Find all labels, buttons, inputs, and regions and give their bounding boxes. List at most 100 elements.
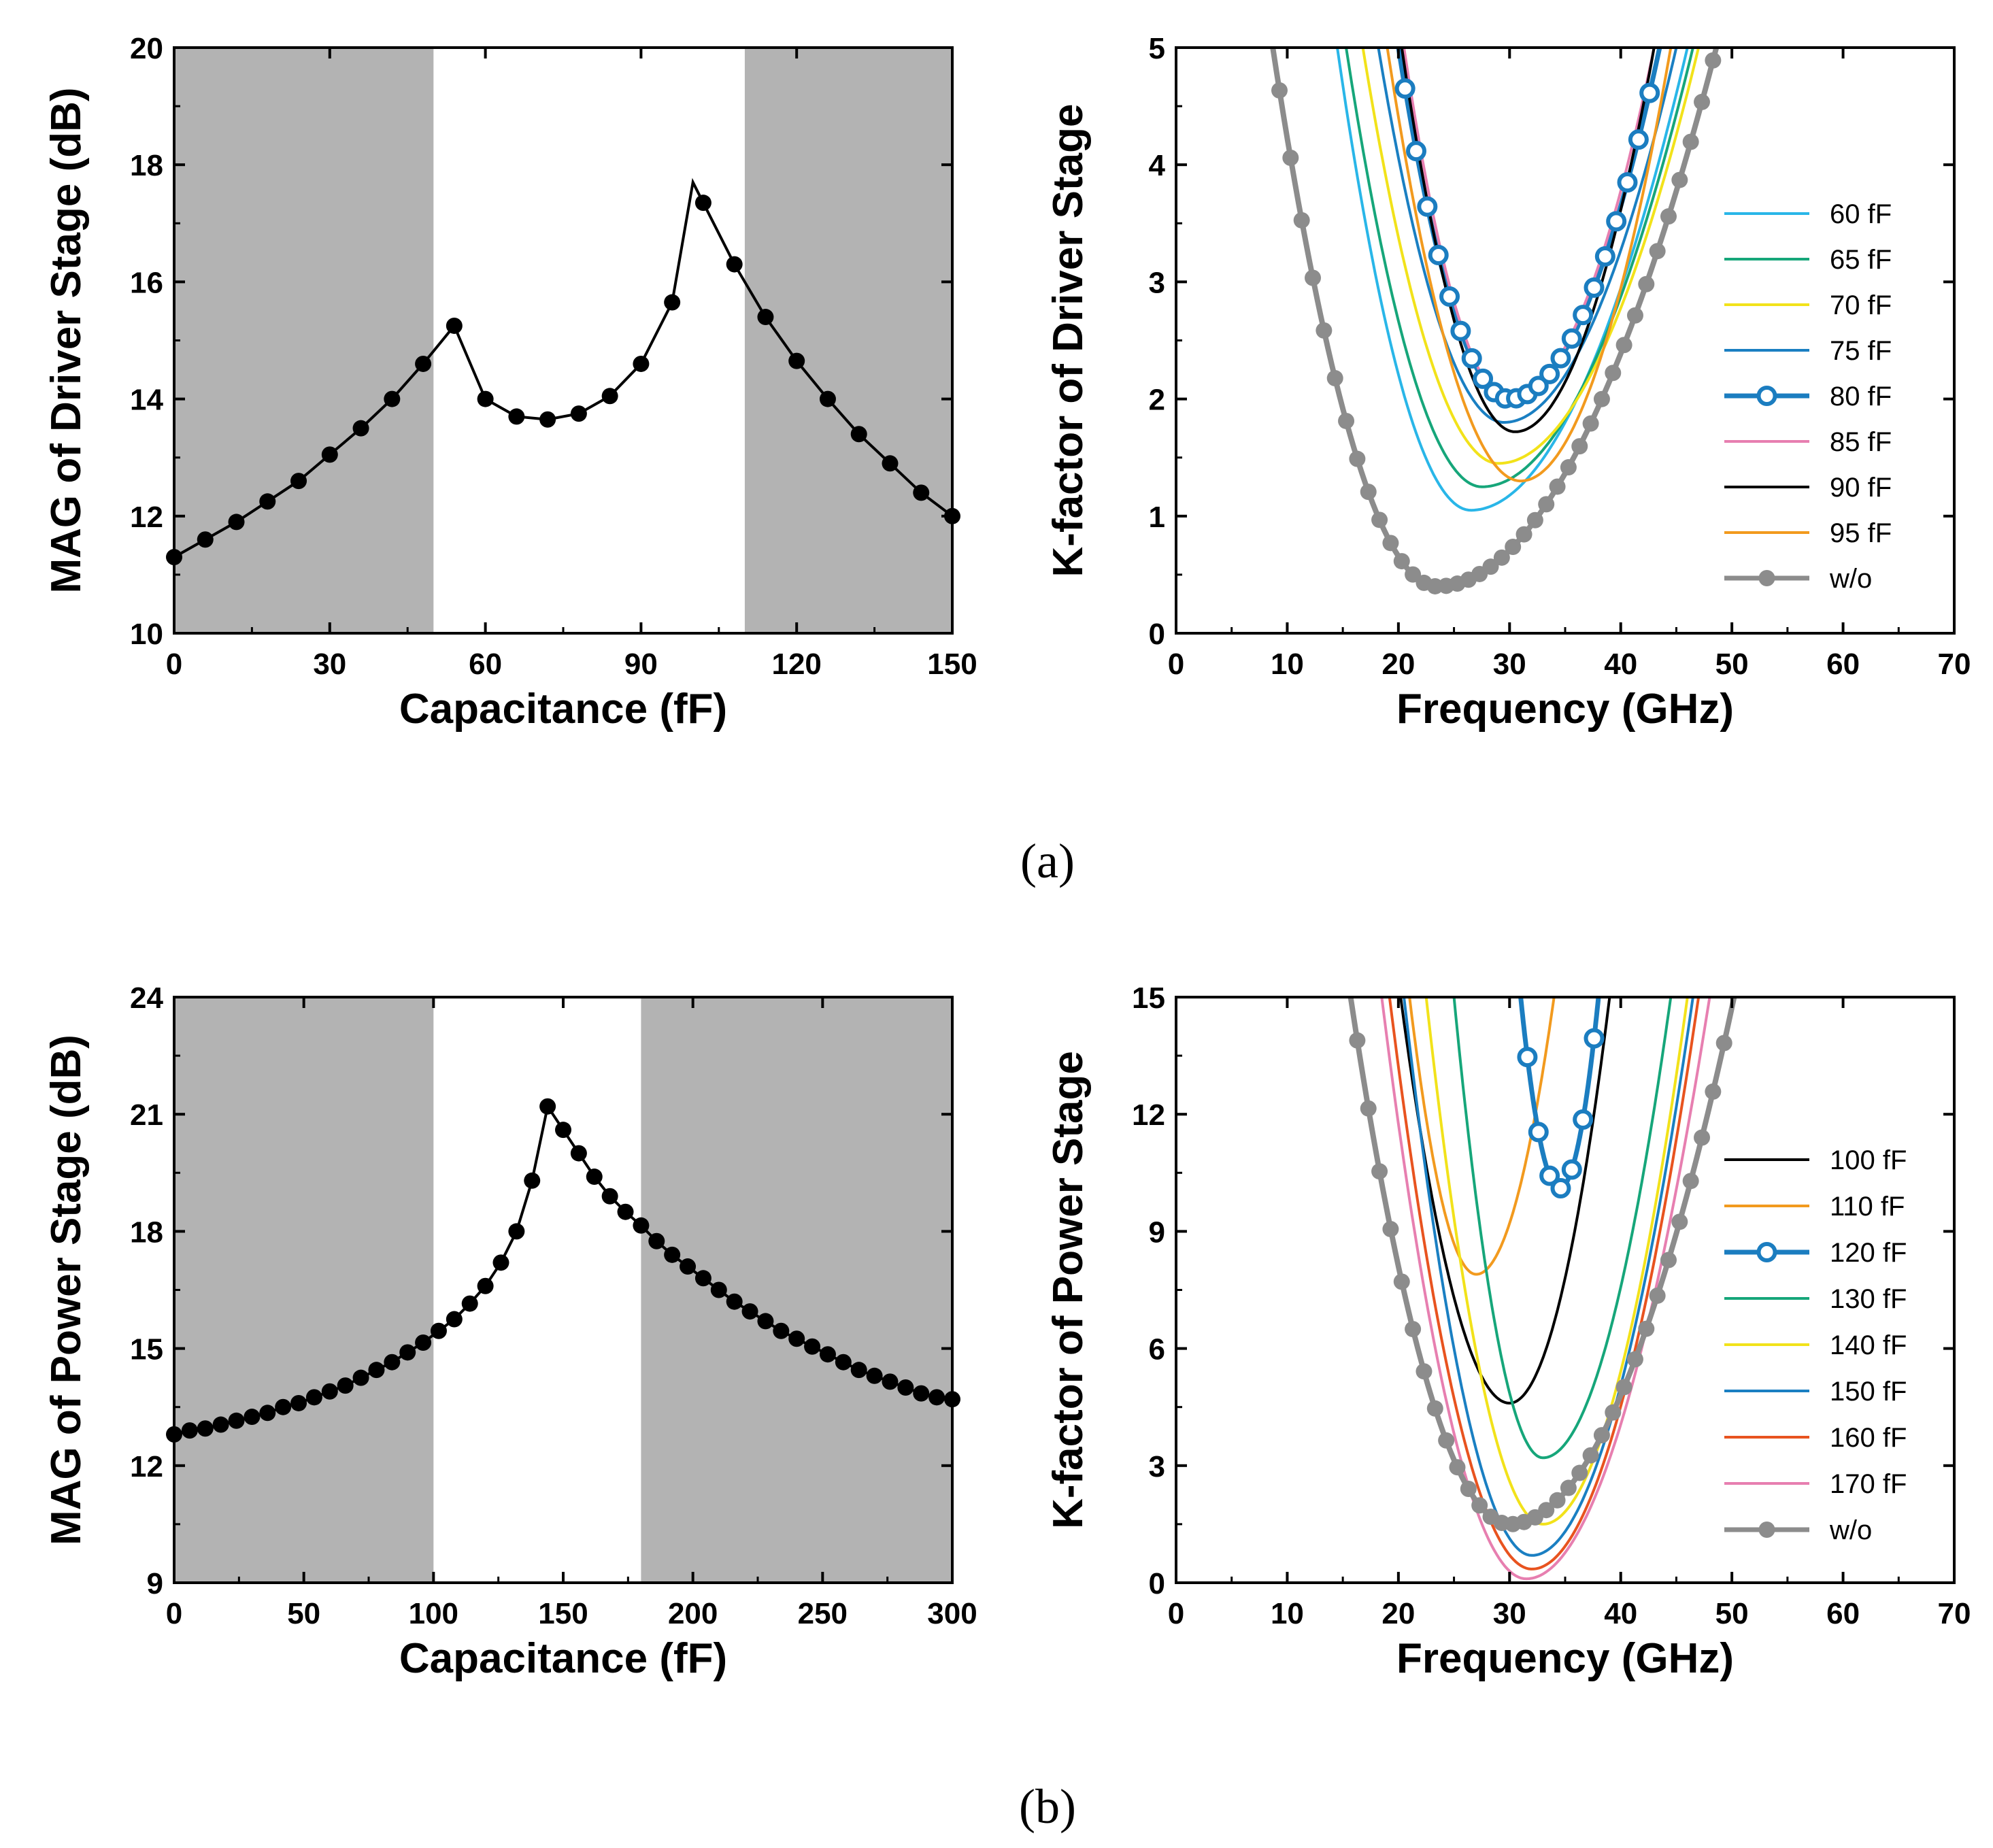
- k-driver-marker-4-19: [1606, 211, 1627, 232]
- k-power-marker-8-20: [1571, 1464, 1588, 1481]
- k-driver-legend-label-8: w/o: [1829, 564, 1872, 594]
- mag-power-shade-0: [174, 997, 434, 1583]
- k-power-marker-8-9: [1449, 1459, 1466, 1476]
- mag-power-point-49: [928, 1389, 945, 1406]
- mag-driver-point-22: [819, 390, 836, 407]
- k-driver-series-line-3: [1377, 47, 1678, 424]
- k-power-marker-8-0: [1349, 1032, 1366, 1049]
- k-power-ytick-label-4: 12: [1132, 1098, 1165, 1132]
- mag-power-point-16: [415, 1334, 432, 1351]
- k-driver-marker-8-27: [1571, 438, 1588, 455]
- mag-driver-point-14: [601, 388, 618, 405]
- k-driver-marker-4-20: [1617, 172, 1638, 193]
- k-power-marker-2-4: [1561, 1159, 1582, 1180]
- k-power-series-line-3: [1452, 996, 1673, 1460]
- k-power-series-line-5: [1403, 996, 1694, 1557]
- k-driver-marker-4-6: [1461, 348, 1482, 369]
- k-power-xlabel: Frequency (GHz): [1396, 1635, 1734, 1682]
- k-power-marker-8-22: [1593, 1427, 1610, 1444]
- mag-power-point-22: [508, 1223, 525, 1240]
- k-driver-legend-label-0: 60 fF: [1830, 199, 1892, 229]
- mag-driver-ytick-label-2: 14: [130, 384, 163, 417]
- k-power-marker-8-10: [1460, 1481, 1477, 1498]
- k-power-marker-8-29: [1671, 1213, 1688, 1230]
- mag-driver-point-21: [788, 352, 805, 369]
- mag-power-xtick-label-4: 200: [668, 1597, 718, 1630]
- k-driver-marker-4-13: [1539, 363, 1560, 384]
- k-power-series-line-1: [1408, 996, 1556, 1276]
- k-power-legend-label-0: 100 fF: [1830, 1145, 1907, 1175]
- mag-power-point-26: [570, 1145, 587, 1162]
- mag-driver-xtick-label-0: 0: [166, 648, 182, 681]
- mag-power-xlabel: Capacitance (fF): [399, 1635, 727, 1682]
- mag-power-ytick-label-1: 12: [130, 1450, 163, 1483]
- k-power-plot-area: [1347, 996, 1737, 1581]
- mag-power-point-46: [882, 1373, 899, 1390]
- k-driver-ylabel: K-factor of Driver Stage: [1045, 104, 1092, 577]
- mag-driver-xtick-label-5: 150: [927, 648, 977, 681]
- k-driver-marker-8-9: [1371, 511, 1388, 528]
- mag-power-point-31: [648, 1232, 665, 1249]
- k-power-marker-8-6: [1416, 1363, 1433, 1380]
- k-driver-marker-4-16: [1573, 305, 1594, 326]
- k-driver-marker-4-0: [1394, 78, 1416, 99]
- k-driver-marker-8-19: [1482, 558, 1499, 575]
- k-driver-xtick-label-4: 40: [1604, 648, 1637, 681]
- mag-driver-point-20: [757, 309, 774, 326]
- k-power-xtick-label-1: 10: [1271, 1597, 1304, 1630]
- k-power-marker-8-25: [1626, 1351, 1643, 1368]
- k-driver-marker-8-38: [1694, 93, 1711, 110]
- mag-power-point-19: [461, 1295, 478, 1312]
- mag-power-point-2: [197, 1420, 214, 1437]
- k-power-marker-8-8: [1438, 1432, 1455, 1449]
- mag-driver-xtick-label-2: 60: [469, 648, 502, 681]
- k-power-marker-2-2: [1539, 1165, 1560, 1186]
- k-driver-marker-8-3: [1305, 269, 1322, 286]
- k-power-marker-2-1: [1528, 1122, 1549, 1143]
- k-driver-legend-label-6: 90 fF: [1830, 473, 1892, 503]
- k-power-series-line-6: [1388, 996, 1701, 1570]
- mag-power-point-34: [694, 1270, 711, 1287]
- mag-driver-ytick-label-4: 18: [130, 149, 163, 182]
- k-driver-marker-8-20: [1493, 549, 1510, 566]
- mag-power-ytick-label-0: 9: [147, 1567, 163, 1600]
- k-driver-legend-marker-8: [1758, 570, 1775, 586]
- mag-driver-point-23: [850, 426, 867, 443]
- mag-driver-xtick-label-3: 90: [624, 648, 658, 681]
- k-power-marker-8-3: [1382, 1221, 1399, 1238]
- k-driver-xtick-label-7: 70: [1938, 648, 1971, 681]
- mag-power-xtick-label-0: 0: [166, 1597, 182, 1630]
- mag-power-point-13: [368, 1362, 385, 1379]
- mag-power-point-21: [492, 1254, 509, 1271]
- mag-power-point-3: [212, 1416, 229, 1433]
- mag-driver-xlabel: Capacitance (fF): [399, 686, 727, 733]
- k-power-legend-label-3: 130 fF: [1830, 1284, 1907, 1314]
- k-driver-ytick-label-1: 1: [1149, 501, 1165, 534]
- k-driver-marker-8-32: [1626, 307, 1643, 324]
- mag-power-ytick-label-2: 15: [130, 1333, 163, 1366]
- k-power-marker-8-31: [1694, 1129, 1711, 1146]
- k-driver-marker-8-36: [1671, 171, 1688, 188]
- k-power-marker-8-33: [1715, 1035, 1732, 1052]
- k-driver-series-line-0: [1336, 47, 1689, 512]
- k-driver-legend-marker-4: [1756, 386, 1777, 406]
- k-driver-legend-label-7: 95 fF: [1830, 518, 1892, 548]
- k-power-xtick-label-2: 20: [1381, 1597, 1415, 1630]
- mag-power-point-42: [819, 1346, 836, 1363]
- k-driver-marker-8-8: [1360, 484, 1377, 501]
- mag-power-point-41: [804, 1338, 821, 1355]
- k-power-legend-label-1: 110 fF: [1830, 1192, 1905, 1222]
- k-driver-legend-label-2: 70 fF: [1830, 290, 1892, 320]
- k-driver-marker-8-1: [1282, 150, 1299, 167]
- caption-a: (a): [1020, 834, 1075, 888]
- mag-power-group: 0 50 100 150 200 250 300 9 12 15 18 21 24 Capacitance…: [43, 981, 977, 1682]
- mag-power-xtick-label-2: 100: [409, 1597, 458, 1630]
- mag-driver-point-4: [290, 473, 307, 490]
- mag-power-ytick-label-3: 18: [130, 1215, 163, 1249]
- k-driver-xtick-label-6: 60: [1826, 648, 1860, 681]
- mag-power-point-4: [228, 1412, 245, 1429]
- mag-driver-point-19: [726, 256, 743, 273]
- k-power-marker-8-4: [1393, 1273, 1410, 1290]
- k-power-marker-8-18: [1549, 1492, 1566, 1509]
- k-driver-series-line-7: [1386, 47, 1673, 483]
